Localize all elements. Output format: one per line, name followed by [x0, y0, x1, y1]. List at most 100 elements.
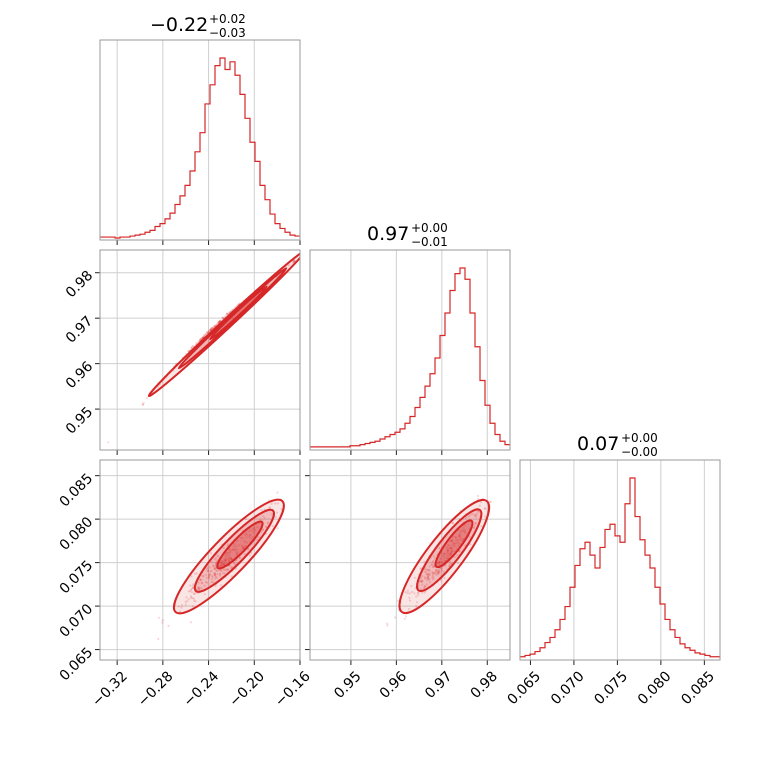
scatter-point: [197, 340, 200, 343]
scatter-point: [210, 327, 213, 330]
scatter-point: [424, 568, 427, 571]
scatter-point: [248, 530, 251, 533]
scatter-point: [431, 571, 434, 574]
scatter-point: [433, 557, 436, 560]
scatter-point: [472, 526, 476, 529]
scatter-point: [462, 526, 465, 529]
scatter-point: [292, 260, 296, 263]
scatter-point: [232, 545, 235, 548]
scatter-point: [232, 548, 235, 551]
y-tick-label: 0.075: [57, 558, 97, 598]
scatter-point: [207, 576, 210, 579]
scatter-point: [239, 549, 242, 552]
scatter-point: [196, 588, 199, 591]
scatter-point: [141, 403, 144, 406]
scatter-point: [457, 541, 460, 544]
scatter-point: [452, 542, 455, 545]
scatter-point: [222, 563, 225, 566]
scatter-point: [190, 588, 193, 592]
scatter-point: [425, 572, 428, 575]
contour-inner: [209, 285, 268, 341]
scatter-point: [436, 570, 439, 573]
scatter-point: [191, 586, 195, 589]
scatter-point: [451, 522, 454, 525]
scatter-point: [419, 588, 422, 591]
scatter-point: [214, 574, 217, 577]
scatter-point: [436, 572, 439, 576]
y-tick-label: 0.070: [57, 601, 97, 641]
scatter-point: [191, 591, 194, 594]
scatter-point: [460, 539, 463, 542]
scatter-point: [191, 344, 194, 348]
scatter-point: [255, 538, 258, 541]
scatter-point: [439, 557, 442, 561]
histogram-step-1: [310, 267, 510, 448]
scatter-point: [461, 538, 464, 541]
scatter-point: [473, 524, 476, 527]
scatter-point: [451, 547, 454, 550]
scatter-point: [463, 529, 466, 532]
scatter-point: [403, 617, 406, 620]
scatter-point: [209, 552, 212, 555]
scatter-point: [215, 576, 218, 579]
scatter-point: [288, 264, 291, 267]
scatter-point: [430, 563, 433, 566]
scatter-point: [219, 562, 222, 565]
scatter-point: [146, 396, 149, 399]
scatter-point: [439, 561, 442, 564]
scatter-point: [197, 581, 200, 584]
panels-layer: −0.32 −0.28 −0.24 −0.20 −0.16 0.95 0.96 0.97 0.9…: [57, 39, 721, 710]
scatter-point: [184, 600, 187, 603]
scatter-point: [427, 569, 430, 572]
scatter-point: [180, 606, 183, 609]
scatter-point: [250, 551, 253, 554]
y-tick-label: 0.080: [57, 514, 97, 554]
scatter-point: [244, 545, 247, 548]
x-tick-label: 0.070: [548, 668, 588, 708]
scatter-point: [231, 565, 234, 569]
scatter-point: [244, 533, 247, 536]
scatter-point: [438, 569, 441, 572]
scatter-point: [200, 578, 203, 582]
scatter-point: [438, 571, 441, 574]
scatter-point: [432, 564, 435, 568]
scatter-point: [427, 572, 430, 575]
scatter-point: [438, 562, 441, 566]
scatter-point: [442, 552, 446, 555]
scatter-point: [251, 529, 254, 532]
scatter-point: [197, 586, 200, 589]
panel-pair-1-2: [305, 459, 511, 665]
scatter-point: [426, 578, 429, 581]
scatter-point: [448, 564, 451, 568]
scatter-point: [406, 592, 409, 595]
scatter-point: [208, 329, 211, 332]
scatter-point: [214, 567, 217, 570]
scatter-point: [456, 554, 459, 557]
scatter-point: [443, 552, 447, 556]
panel-content: [157, 491, 285, 641]
scatter-point: [248, 533, 252, 537]
scatter-point: [222, 563, 225, 566]
scatter-point: [421, 579, 424, 582]
scatter-point: [443, 576, 446, 580]
panel-frame: [99, 39, 301, 241]
scatter-point: [219, 564, 223, 567]
scatter-point: [469, 513, 472, 516]
scatter-point: [214, 572, 217, 575]
scatter-point: [200, 587, 203, 590]
x-tick-label: 0.98: [468, 668, 501, 701]
scatter-point: [413, 592, 416, 595]
scatter-point: [224, 558, 228, 561]
scatter-point: [190, 587, 193, 590]
scatter-point: [448, 544, 451, 547]
scatter-point: [195, 572, 198, 575]
scatter-point: [209, 328, 212, 331]
x-tick-label: −0.32: [89, 668, 131, 710]
scatter-point: [214, 584, 217, 588]
scatter-point: [244, 545, 247, 548]
scatter-point: [426, 575, 429, 578]
scatter-point: [190, 346, 193, 350]
scatter-point: [458, 533, 461, 537]
scatter-point: [474, 514, 477, 517]
scatter-point: [408, 592, 411, 595]
